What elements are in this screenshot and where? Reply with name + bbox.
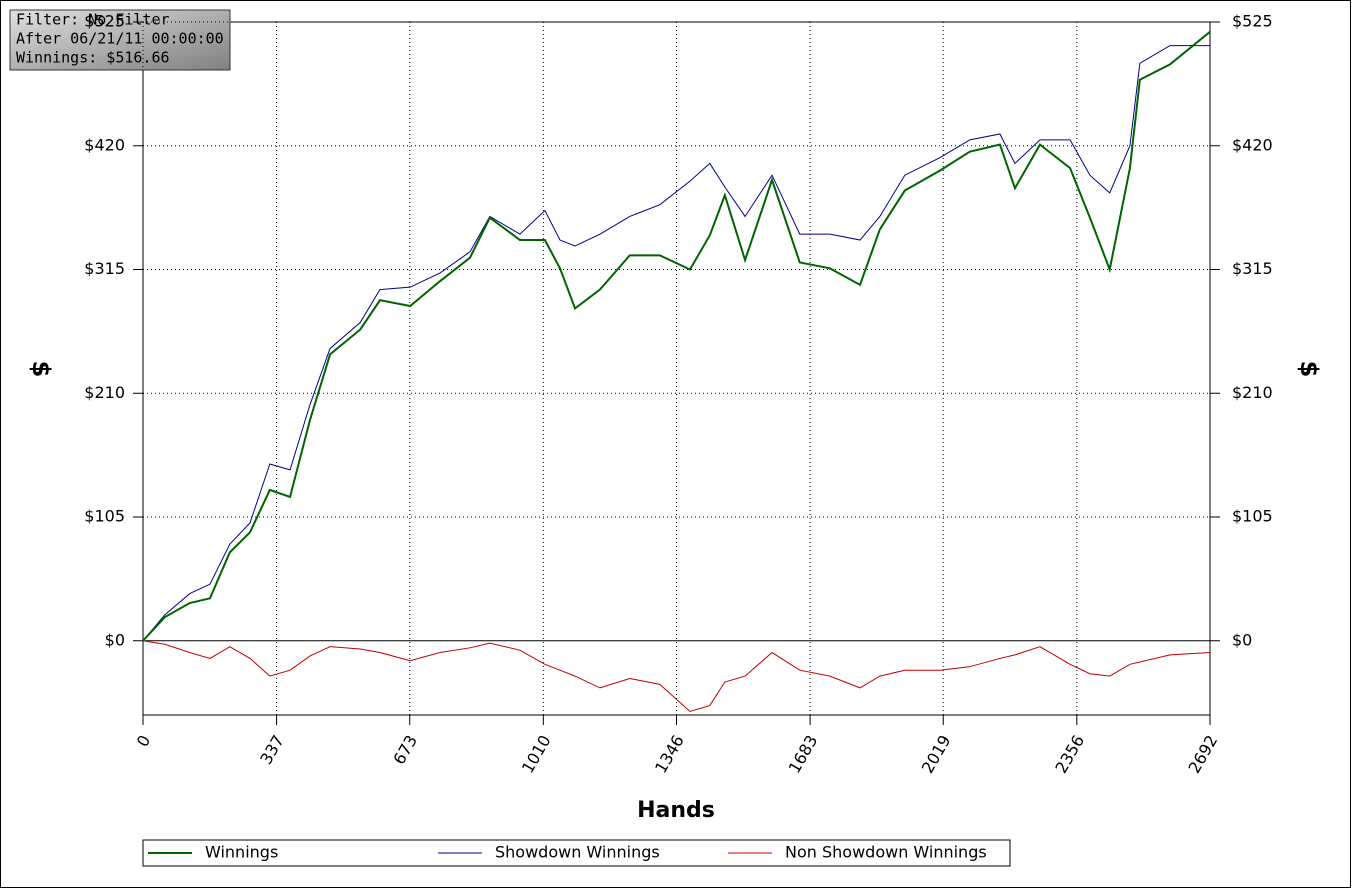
series-line	[142, 640, 1211, 713]
legend-label: Non Showdown Winnings	[785, 843, 987, 862]
x-axis-title: Hands	[637, 798, 715, 823]
y-tick-label: $525	[84, 12, 125, 31]
y2-tick-label: $210	[1232, 383, 1273, 402]
y-tick-label: $315	[84, 259, 125, 278]
y2-tick-label: $525	[1232, 12, 1273, 31]
info-text: Filter: No Filter	[16, 11, 170, 29]
legend	[142, 839, 1011, 867]
y-tick-label: $210	[84, 383, 125, 402]
y2-tick-label: $0	[1232, 630, 1252, 649]
info-text: Winnings: $516.66	[16, 49, 170, 67]
y-tick-label: $0	[105, 630, 125, 649]
y2-tick-label: $420	[1232, 135, 1273, 154]
y2-tick-label: $105	[1232, 507, 1273, 526]
info-text: After 06/21/11 00:00:00	[16, 30, 224, 48]
legend-label: Showdown Winnings	[495, 843, 660, 862]
y-tick-label: $420	[84, 135, 125, 154]
info-box	[9, 9, 231, 71]
series-line	[142, 31, 1211, 642]
legend-label: Winnings	[205, 843, 278, 862]
series-line	[142, 45, 1210, 642]
y-axis-title: $	[27, 361, 55, 378]
y2-axis-title: $	[1295, 361, 1323, 378]
y2-tick-label: $315	[1232, 259, 1273, 278]
y-tick-label: $105	[84, 507, 125, 526]
